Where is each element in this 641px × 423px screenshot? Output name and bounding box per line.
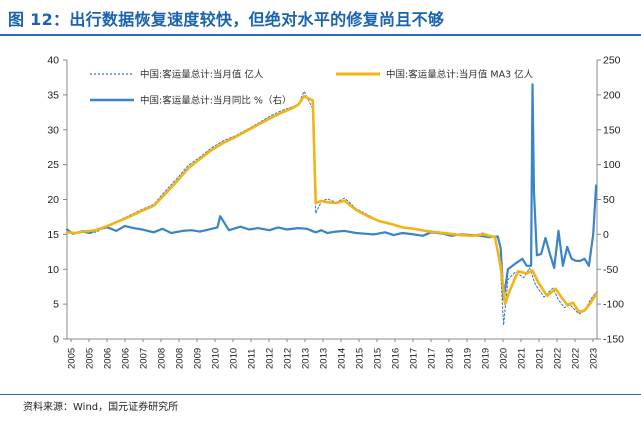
y-tick-label: 5	[53, 299, 59, 311]
y-tick-label: 15	[47, 229, 59, 241]
source-divider	[0, 394, 641, 395]
x-tick-label: 2012	[283, 348, 294, 369]
x-tick-label: 2019	[481, 348, 492, 369]
y-tick-label: 30	[47, 124, 59, 136]
y-tick-label: 35	[47, 89, 59, 101]
x-tick-label: 2010	[211, 348, 222, 369]
x-tick-label: 2016	[391, 348, 402, 369]
x-tick-label: 2008	[175, 348, 186, 369]
x-tick-label: 2013	[301, 348, 312, 369]
y-tick-label: 25	[47, 159, 59, 171]
chart-legend: 中国:客运量总计:当月值 亿人 中国:客运量总计:当月值 MA3 亿人中国:客运量…	[90, 69, 534, 107]
y2-tick-label: 100	[603, 159, 621, 171]
y2-tick-label: 0	[603, 229, 609, 241]
legend-label: 中国:客运量总计:当月值 MA3 亿人	[386, 69, 534, 81]
x-tick-label: 2013	[319, 348, 330, 369]
x-tick-label: 2010	[229, 348, 240, 369]
source-note: 资料来源：Wind，国元证券研究所	[23, 402, 179, 413]
x-tick-label: 2022	[571, 348, 582, 369]
figure-header: 图 12：出行数据恢复速度较快，但绝对水平的修复尚且不够	[0, 0, 641, 40]
x-tick-label: 2015	[355, 348, 366, 369]
x-tick-label: 2011	[247, 349, 258, 369]
chart-axes: 0 5 10 15 20 25 30 35 40 -150 -100 -50 0 50 100 150 200 2…	[47, 55, 624, 370]
chart-series	[65, 83, 598, 326]
y-tick-label: 40	[47, 55, 59, 67]
x-tick-label: 2017	[427, 348, 438, 369]
x-tick-label: 2005	[85, 348, 96, 369]
x-tick-label: 2020	[499, 348, 510, 369]
x-tick-label: 2007	[139, 348, 150, 369]
series-line-2	[65, 83, 598, 301]
x-tick-label: 2023	[589, 348, 600, 369]
y2-tick-label: 50	[603, 194, 615, 206]
y2-tick-label: -100	[603, 299, 624, 311]
x-tick-label: 2009	[193, 348, 204, 369]
series-line-1	[65, 95, 598, 314]
title-divider	[0, 34, 641, 36]
x-tick-label: 2012	[265, 348, 276, 369]
x-tick-label: 2006	[121, 348, 132, 369]
x-tick-label: 2006	[103, 348, 114, 369]
y-tick-label: 10	[47, 264, 59, 276]
legend-label: 中国:客运量总计:当月值 亿人	[140, 69, 264, 81]
x-tick-label: 2014	[337, 348, 348, 369]
x-tick-label: 2021	[535, 348, 546, 369]
x-tick-label: 2005	[67, 348, 78, 369]
passenger-volume-chart: 0 5 10 15 20 25 30 35 40 -150 -100 -50 0 50 100 150 200 2…	[47, 55, 624, 370]
y2-tick-label: 250	[603, 55, 621, 67]
legend-label: 中国:客运量总计:当月同比 %（右）	[140, 95, 291, 107]
y2-tick-label: 150	[603, 124, 621, 136]
figure-title: 图 12：出行数据恢复速度较快，但绝对水平的修复尚且不够	[8, 10, 445, 29]
series-line-0	[66, 90, 597, 326]
x-tick-label: 2008	[157, 348, 168, 369]
y2-tick-label: -150	[603, 334, 624, 346]
x-tick-label: 2019	[463, 348, 474, 369]
x-tick-label: 2017	[409, 348, 420, 369]
x-tick-label: 2022	[553, 348, 564, 369]
x-tick-label: 2021	[517, 348, 528, 369]
x-tick-label: 2018	[445, 348, 456, 369]
y-tick-label: 20	[47, 194, 59, 206]
y2-tick-label: -50	[603, 264, 618, 276]
y2-tick-label: 200	[603, 89, 621, 101]
y-tick-label: 0	[53, 334, 59, 346]
x-tick-label: 2015	[373, 348, 384, 369]
